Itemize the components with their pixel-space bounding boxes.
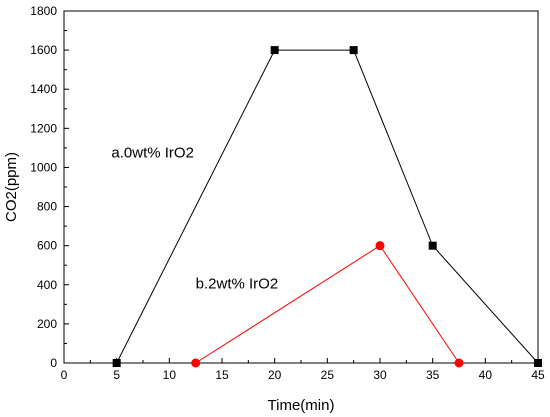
series-b (191, 241, 464, 368)
series-line (116, 49, 539, 364)
x-tick-label: 0 (61, 368, 68, 382)
data-point (191, 358, 201, 368)
x-axis-title: Time(min) (268, 397, 335, 414)
axis-tick-labels: 0 5 10 15 20 25 30 35 40 45 0 200 400 600 800 1000 1200 1… (30, 4, 545, 382)
x-tick-label: 25 (321, 368, 335, 382)
series-a (112, 46, 542, 367)
data-point (534, 359, 542, 367)
data-point (428, 241, 437, 250)
x-tick-label: 45 (531, 368, 545, 382)
y-tick-label: 1000 (30, 160, 57, 174)
series-annotation: a.0wt% IrO2 (111, 145, 194, 162)
data-point (454, 358, 464, 368)
axis-ticks (63, 10, 539, 364)
series-layer (112, 46, 542, 368)
data-point (375, 241, 385, 251)
y-tick-label: 400 (37, 278, 57, 292)
y-tick-label: 200 (37, 317, 57, 331)
x-tick-label: 40 (479, 368, 493, 382)
plot-frame (63, 10, 539, 364)
y-tick-label: 1400 (30, 82, 57, 96)
y-tick-label: 800 (37, 200, 57, 214)
y-tick-label: 600 (37, 239, 57, 253)
data-point (270, 46, 279, 55)
y-axis-title: CO2(ppm) (3, 152, 20, 222)
annotation-layer: a.0wt% IrO2 b.2wt% IrO2 (111, 145, 278, 293)
data-point (349, 46, 358, 55)
x-tick-label: 5 (113, 368, 120, 382)
series-annotation: b.2wt% IrO2 (196, 276, 279, 293)
series-line (195, 244, 460, 364)
x-tick-label: 20 (268, 368, 282, 382)
y-tick-label: 1200 (30, 121, 57, 135)
y-tick-label: 0 (50, 356, 57, 370)
x-tick-label: 30 (373, 368, 387, 382)
y-tick-label: 1800 (30, 4, 57, 18)
y-tick-label: 1600 (30, 43, 57, 57)
x-tick-label: 15 (215, 368, 229, 382)
x-tick-label: 10 (163, 368, 177, 382)
x-tick-label: 35 (426, 368, 440, 382)
data-point (112, 359, 121, 367)
